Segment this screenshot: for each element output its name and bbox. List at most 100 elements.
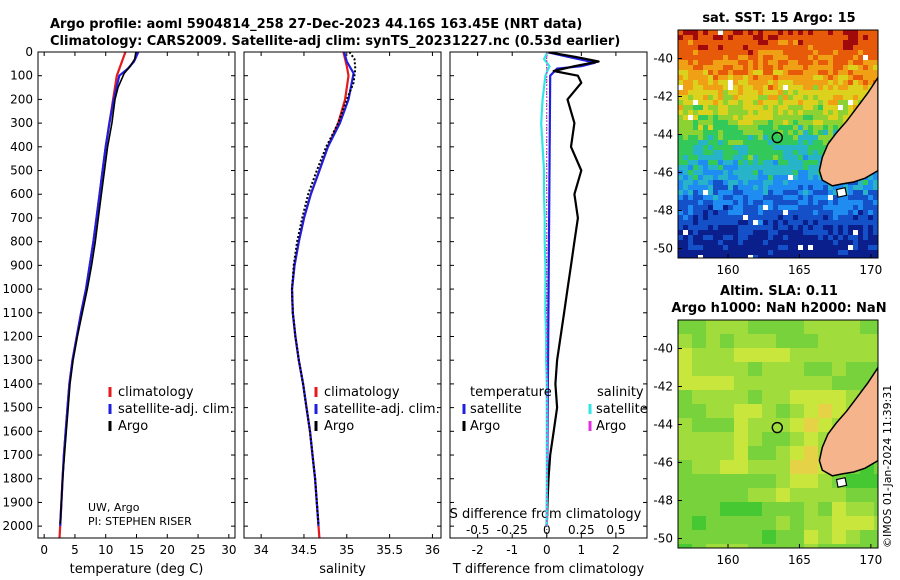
- map-cell: [699, 362, 707, 370]
- map-cell: [678, 446, 686, 454]
- map-cell: [808, 45, 814, 51]
- map-cell: [743, 75, 749, 81]
- map-cell: [778, 160, 784, 166]
- map-cell: [755, 411, 763, 419]
- map-cell: [741, 362, 749, 370]
- map-cell: [693, 220, 699, 226]
- map-cell: [838, 40, 844, 46]
- map-cell: [813, 235, 819, 241]
- map-cell: [769, 432, 777, 440]
- map-cell: [818, 240, 824, 246]
- map-cell: [788, 145, 794, 151]
- map-cell: [706, 404, 714, 412]
- map-cell: [853, 509, 861, 517]
- map-cell: [783, 35, 789, 41]
- map-cell: [773, 245, 779, 251]
- map-cell: [863, 75, 869, 81]
- map-cell: [773, 225, 779, 231]
- map-cell: [698, 55, 704, 61]
- map-cell: [688, 205, 694, 211]
- map-cell: [858, 90, 864, 96]
- map-cell: [743, 185, 749, 191]
- map-y-tick-label: -42: [653, 380, 673, 394]
- map-cell: [683, 95, 689, 101]
- map-cell: [706, 453, 714, 461]
- map-cell: [797, 411, 805, 419]
- map-cell: [748, 439, 756, 447]
- map-cell: [797, 474, 805, 482]
- map-cell: [748, 135, 754, 141]
- map-cell: [776, 355, 784, 363]
- map-cell: [698, 85, 704, 91]
- map-cell: [688, 35, 694, 41]
- map-cell: [828, 240, 834, 246]
- map-cell: [798, 160, 804, 166]
- map-cell: [733, 215, 739, 221]
- map-cell: [699, 474, 707, 482]
- map-cell: [783, 85, 789, 91]
- map-cell: [720, 411, 728, 419]
- map-cell: [703, 245, 709, 251]
- map-cell: [773, 255, 779, 258]
- map-cell: [753, 110, 759, 116]
- map-cell: [823, 45, 829, 51]
- map-cell: [741, 530, 749, 538]
- map-cell: [788, 110, 794, 116]
- map-cell: [741, 488, 749, 496]
- map-cell: [738, 195, 744, 201]
- map-cell: [773, 240, 779, 246]
- map-cell: [708, 55, 714, 61]
- map-cell: [708, 190, 714, 196]
- map-cell: [688, 140, 694, 146]
- map-cell: [776, 509, 784, 517]
- map-cell: [853, 376, 861, 384]
- map-cell: [793, 120, 799, 126]
- map-cell: [823, 240, 829, 246]
- map-cell: [678, 75, 684, 81]
- map-cell: [833, 80, 839, 86]
- series-line-t-argo: [545, 52, 600, 527]
- map-cell: [776, 376, 784, 384]
- map-cell: [728, 245, 734, 251]
- map-cell: [743, 190, 749, 196]
- map-cell: [863, 180, 869, 186]
- map-cell: [698, 120, 704, 126]
- map-cell: [773, 30, 779, 36]
- map-cell: [768, 65, 774, 71]
- map-cell: [803, 200, 809, 206]
- map-cell: [728, 35, 734, 41]
- map-cell: [803, 190, 809, 196]
- map-cell: [734, 355, 742, 363]
- map-cell: [811, 418, 819, 426]
- map-cell: [748, 523, 756, 531]
- map-cell: [823, 75, 829, 81]
- map-cell: [783, 185, 789, 191]
- map-cell: [808, 40, 814, 46]
- map-cell: [818, 190, 824, 196]
- map-cell: [743, 40, 749, 46]
- map-cell: [755, 404, 763, 412]
- map-cell: [728, 100, 734, 106]
- map-cell: [776, 432, 784, 440]
- map-cell: [678, 523, 686, 531]
- map-cell: [818, 245, 824, 251]
- map-cell: [853, 45, 859, 51]
- map-cell: [818, 135, 824, 141]
- map-cell: [790, 369, 798, 377]
- map-cell: [813, 135, 819, 141]
- credit-institution: UW, Argo: [88, 501, 140, 514]
- map-cell: [727, 348, 735, 356]
- map-cell: [685, 327, 693, 335]
- map-cell: [778, 85, 784, 91]
- map-cell: [863, 50, 869, 56]
- map-cell: [718, 240, 724, 246]
- map-cell: [683, 175, 689, 181]
- map-cell: [753, 150, 759, 156]
- map-cell: [823, 195, 829, 201]
- map-cell: [734, 369, 742, 377]
- map-cell: [768, 55, 774, 61]
- map-cell: [748, 225, 754, 231]
- map-cell: [753, 235, 759, 241]
- map-cell: [703, 180, 709, 186]
- map-cell: [718, 250, 724, 256]
